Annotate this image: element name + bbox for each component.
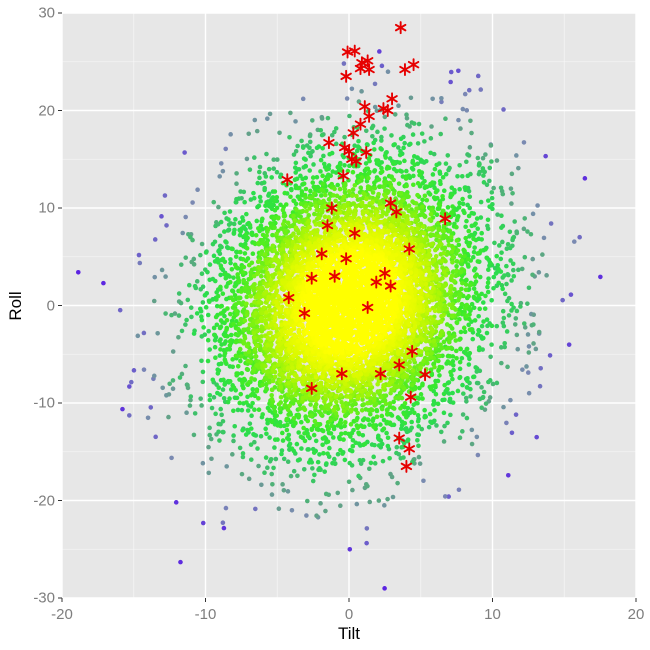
y-tick-label: -10 (33, 394, 55, 412)
y-tick-label: -30 (33, 589, 55, 607)
y-tick-label: 20 (38, 102, 55, 119)
y-tick-label: 30 (38, 4, 55, 22)
x-axis-title: Tilt (337, 624, 361, 643)
x-tick-label: -20 (51, 606, 73, 623)
x-tick-label: -10 (194, 606, 217, 623)
y-axis-title: Roll (6, 290, 25, 321)
y-tick-label: -20 (33, 492, 55, 509)
y-tick-label: 10 (38, 199, 55, 217)
y-tick-label: 0 (46, 297, 55, 314)
x-tick-label: 0 (344, 606, 354, 623)
x-tick-label: 10 (484, 606, 501, 623)
x-tick-label: 20 (627, 606, 645, 623)
